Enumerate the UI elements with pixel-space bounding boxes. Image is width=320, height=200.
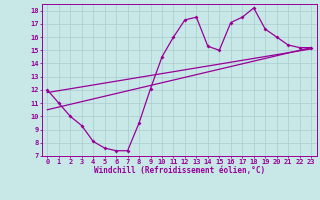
X-axis label: Windchill (Refroidissement éolien,°C): Windchill (Refroidissement éolien,°C) xyxy=(94,166,265,175)
